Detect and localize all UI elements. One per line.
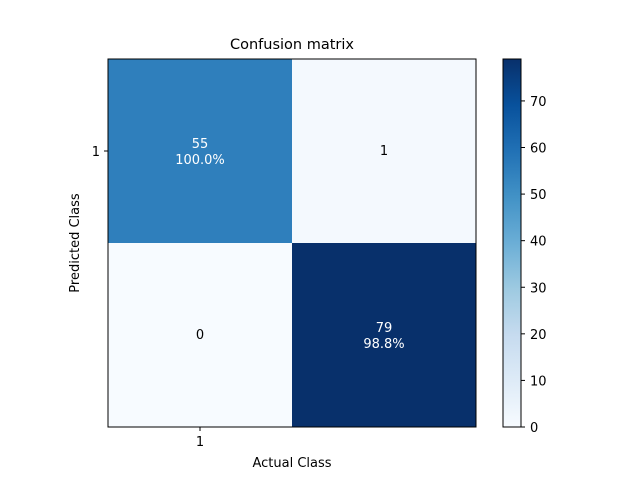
heatmap-cell (292, 243, 476, 427)
colorbar-tick-label: 60 (530, 142, 547, 157)
colorbar-tick-label: 40 (530, 235, 547, 250)
plot-frame (107, 58, 477, 428)
colorbar-tick-label: 70 (530, 95, 547, 110)
heatmap-cells (108, 59, 476, 427)
cell-value-label: 0 (196, 328, 204, 343)
colorbar-ticks: 0 10 20 30 40 50 60 70 (521, 95, 547, 436)
cell-value-label: 1 (380, 144, 388, 159)
colorbar (502, 58, 522, 428)
x-axis-label: Actual Class (252, 456, 331, 471)
colorbar-tick-label: 20 (530, 328, 547, 343)
chart-title: Confusion matrix (230, 37, 354, 53)
y-tick-label: 1 (92, 145, 100, 160)
x-axis-ticks: 1 (196, 427, 204, 450)
y-axis-ticks: 1 (92, 145, 108, 160)
cell-percent-label: 98.8% (363, 337, 404, 352)
heatmap-cell (292, 59, 476, 243)
heatmap-cell (108, 243, 292, 427)
colorbar-tick-label: 10 (530, 374, 547, 389)
colorbar-tick-label: 0 (530, 421, 538, 436)
x-tick-label: 1 (196, 435, 204, 450)
cell-value-label: 79 (376, 321, 393, 336)
heatmap-cell (108, 59, 292, 243)
cell-percent-label: 100.0% (175, 153, 225, 168)
y-axis-label: Predicted Class (68, 193, 83, 293)
colorbar-tick-label: 50 (530, 188, 547, 203)
cell-value-label: 55 (192, 137, 209, 152)
colorbar-tick-label: 30 (530, 281, 547, 296)
